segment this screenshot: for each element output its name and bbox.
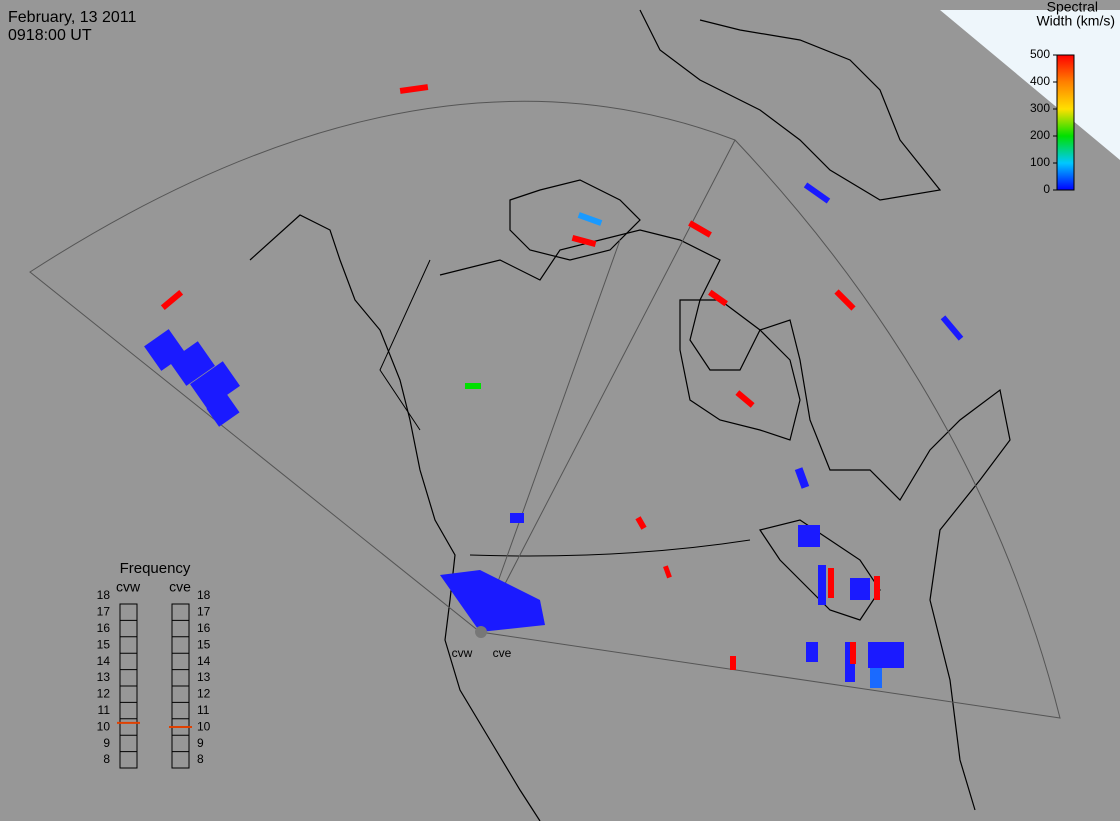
frequency-tick-label: 10 [197, 719, 211, 733]
frequency-panel: cvw 8 9 10 11 12 13 14 15 16 17 18 cve 8 9 10 11 12 13 14 15… [97, 579, 211, 769]
frequency-tick-label: 12 [197, 687, 211, 701]
frequency-tick-label: 14 [97, 654, 111, 668]
radar-echoes [144, 84, 964, 688]
colorbar-tick-label: 100 [1030, 155, 1050, 169]
site-label: cvw [452, 646, 473, 660]
colorbar-tick-label: 400 [1030, 74, 1050, 88]
colorbar-title: Spectral [1047, 0, 1098, 15]
colorbar-tick-label: 500 [1030, 47, 1050, 61]
off-map-area [940, 10, 1120, 160]
frequency-tick-label: 12 [97, 687, 111, 701]
date-label: February, 13 2011 [8, 9, 136, 26]
frequency-tick-label: 14 [197, 654, 211, 668]
colorbar-tick-label: 0 [1043, 182, 1050, 196]
frequency-tick-label: 13 [197, 670, 211, 684]
frequency-tick-label: 17 [197, 605, 211, 619]
frequency-tick-label: 15 [97, 637, 111, 651]
frequency-tick-label: 9 [197, 736, 204, 750]
frequency-tick-label: 13 [97, 670, 111, 684]
borders [379, 259, 751, 557]
radar-site [475, 626, 487, 638]
frequency-tick-label: 11 [197, 703, 210, 717]
frequency-tick-label: 8 [197, 752, 204, 766]
site-label: cve [493, 646, 512, 660]
colorbar-title: Width (km/s) [1036, 13, 1115, 29]
frequency-tick-label: 18 [197, 588, 211, 602]
radar-label: cve [169, 579, 191, 595]
frequency-tick-label: 9 [103, 736, 110, 750]
coastlines [249, 9, 1011, 821]
frequency-tick-label: 16 [97, 621, 111, 635]
frequency-tick-label: 8 [103, 752, 110, 766]
colorbar-tick-label: 300 [1030, 101, 1050, 115]
frequency-tick-label: 17 [97, 605, 111, 619]
frequency-tick-label: 10 [97, 719, 111, 733]
radar-label: cvw [116, 579, 141, 595]
frequency-tick-label: 16 [197, 621, 211, 635]
frequency-tick-label: 18 [97, 588, 111, 602]
frequency-tick-label: 11 [98, 703, 111, 717]
frequency-tick-label: 15 [197, 637, 211, 651]
frequency-title: Frequency [120, 560, 191, 577]
time-label: 0918:00 UT [8, 27, 92, 44]
colorbar-tick-label: 200 [1030, 128, 1050, 142]
colorbar [1056, 54, 1075, 191]
